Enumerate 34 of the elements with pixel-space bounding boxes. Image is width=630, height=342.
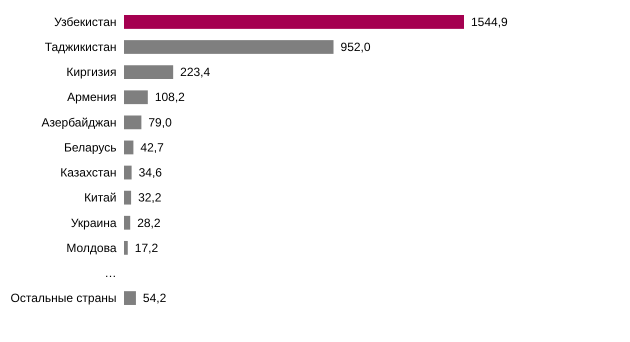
data-label: 223,4 [180, 65, 211, 80]
data-label: 952,0 [340, 40, 371, 54]
data-label: 54,2 [142, 291, 167, 306]
data-label: 34,6 [138, 166, 162, 180]
bar [124, 240, 128, 255]
bar [124, 115, 142, 130]
data-label: 79,0 [148, 115, 172, 130]
data-label: 28,2 [137, 216, 161, 230]
y-tick-label: Армения [67, 90, 116, 104]
bar [124, 190, 132, 205]
y-tick-label: Таджикистан [44, 40, 116, 54]
data-label: 108,2 [154, 90, 186, 104]
bar [124, 40, 334, 54]
y-tick-label: Киргизия [66, 65, 116, 80]
y-tick-label: Казахстан [60, 166, 116, 180]
y-tick-label: Молдова [66, 240, 117, 255]
y-tick-label: Узбекистан [54, 14, 116, 29]
y-tick-label: Украина [70, 216, 117, 230]
bar [124, 166, 132, 180]
data-label: 32,2 [138, 190, 162, 205]
bar [124, 65, 174, 80]
bar [124, 15, 464, 29]
y-tick-label: … [104, 266, 116, 280]
y-tick-label: Остальные страны [10, 291, 116, 306]
bar [124, 140, 134, 154]
y-tick-label: Азербайджан [41, 115, 116, 130]
bar [124, 291, 136, 305]
data-label: 17,2 [134, 240, 158, 255]
y-tick-label: Беларусь [64, 140, 116, 154]
data-label: 42,7 [140, 140, 164, 154]
data-label: 1544,9 [471, 14, 508, 29]
bar [124, 90, 148, 104]
bar [124, 216, 130, 230]
y-tick-label: Китай [84, 190, 116, 205]
